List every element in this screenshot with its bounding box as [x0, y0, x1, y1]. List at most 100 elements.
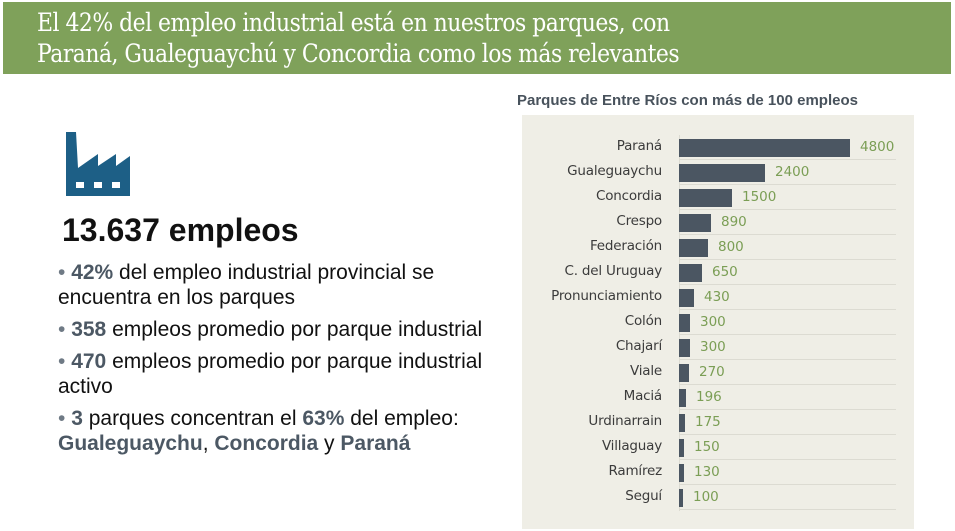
- value-label: 300: [700, 314, 726, 330]
- highlight-text: 63%: [302, 407, 345, 430]
- bullet-dot-icon: •: [58, 407, 72, 430]
- bar: [679, 464, 684, 482]
- highlight-text: Gualeguaychu: [58, 432, 203, 455]
- category-label: Gualeguaychu: [567, 163, 662, 179]
- gridline: [679, 334, 896, 335]
- bullet-text: empleos promedio por parque industrial a…: [58, 350, 483, 398]
- summary-bullet: • 470 empleos promedio por parque indust…: [58, 349, 508, 399]
- chart-row: Pronunciamiento 430: [522, 285, 914, 310]
- gridline: [679, 259, 896, 260]
- value-label: 890: [721, 214, 747, 230]
- bar: [679, 439, 684, 457]
- gridline: [679, 184, 896, 185]
- summary-bullet: • 3 parques concentran el 63% del empleo…: [58, 406, 508, 456]
- bar: [679, 164, 765, 182]
- chart-row: Crespo 890: [522, 210, 914, 235]
- value-label: 175: [695, 414, 721, 430]
- category-label: Concordia: [595, 188, 662, 204]
- category-label: Viale: [629, 363, 662, 379]
- gridline: [679, 234, 896, 235]
- bullet-text: y: [318, 432, 341, 455]
- highlight-text: 470: [71, 350, 107, 373]
- summary-bullets: • 42% del empleo industrial provincial s…: [58, 260, 508, 463]
- bar: [679, 239, 708, 257]
- gridline: [679, 459, 896, 460]
- highlight-text: 42%: [71, 261, 114, 284]
- bar: [679, 414, 685, 432]
- gridline: [679, 484, 896, 485]
- category-label: Federación: [589, 238, 662, 254]
- value-label: 2400: [775, 164, 810, 180]
- value-label: 4800: [860, 139, 895, 155]
- bar-chart: Paraná 4800 Gualeguaychu 2400 Concordia 1500 C…: [522, 115, 914, 529]
- chart-row: C. del Uruguay 650: [522, 260, 914, 285]
- chart-row: Viale 270: [522, 360, 914, 385]
- category-label: Maciá: [623, 388, 663, 404]
- value-label: 650: [712, 264, 738, 280]
- category-label: Urdinarrain: [588, 413, 662, 429]
- value-label: 1500: [742, 189, 777, 205]
- category-label: Paraná: [616, 138, 662, 154]
- value-label: 270: [699, 364, 725, 380]
- title-banner: El 42% del empleo industrial está en nue…: [3, 2, 951, 74]
- value-label: 130: [694, 464, 720, 480]
- highlight-text: Concordia: [214, 432, 319, 455]
- highlight-text: 3: [71, 407, 83, 430]
- bullet-dot-icon: •: [58, 318, 72, 341]
- chart-row: Urdinarrain 175: [522, 410, 914, 435]
- chart-row: Paraná 4800: [522, 135, 914, 160]
- bar: [679, 314, 690, 332]
- chart-row: Colón 300: [522, 310, 914, 335]
- bullet-text: del empleo:: [344, 407, 459, 430]
- category-label: C. del Uruguay: [564, 263, 662, 279]
- bar: [679, 139, 850, 157]
- bar: [679, 389, 686, 407]
- gridline: [679, 409, 896, 410]
- bar: [679, 489, 683, 507]
- category-label: Chajarí: [615, 338, 662, 354]
- factory-icon: [66, 132, 130, 196]
- bar: [679, 339, 690, 357]
- bullet-text: empleos promedio por parque industrial: [106, 318, 483, 341]
- category-label: Pronunciamiento: [551, 288, 662, 304]
- chart-row: Ramírez 130: [522, 460, 914, 485]
- total-employment: 13.637 empleos: [62, 212, 299, 248]
- gridline: [679, 384, 896, 385]
- title-line-1: El 42% del empleo industrial está en nue…: [37, 8, 670, 38]
- highlight-text: Paraná: [340, 432, 411, 455]
- category-label: Ramírez: [608, 463, 662, 479]
- value-label: 430: [704, 289, 730, 305]
- bar: [679, 289, 694, 307]
- value-label: 196: [696, 389, 722, 405]
- gridline: [679, 359, 896, 360]
- gridline: [679, 284, 896, 285]
- value-label: 800: [718, 239, 744, 255]
- summary-bullet: • 358 empleos promedio por parque indust…: [58, 317, 508, 342]
- bullet-text: parques concentran el: [82, 407, 303, 430]
- category-label: Villaguay: [601, 438, 662, 454]
- category-label: Crespo: [616, 213, 662, 229]
- chart-row: Concordia 1500: [522, 185, 914, 210]
- gridline: [679, 159, 896, 160]
- gridline: [679, 509, 896, 510]
- title-line-2: Paraná, Gualeguaychú y Concordia como lo…: [37, 39, 680, 69]
- value-label: 100: [693, 489, 719, 505]
- chart-row: Villaguay 150: [522, 435, 914, 460]
- chart-row: Seguí 100: [522, 485, 914, 510]
- summary-bullet: • 42% del empleo industrial provincial s…: [58, 260, 508, 310]
- gridline: [679, 209, 896, 210]
- bullet-text: del empleo industrial provincial se encu…: [58, 261, 435, 309]
- value-label: 300: [700, 339, 726, 355]
- category-label: Colón: [624, 313, 662, 329]
- chart-row: Gualeguaychu 2400: [522, 160, 914, 185]
- bar: [679, 214, 711, 232]
- bullet-dot-icon: •: [58, 350, 72, 373]
- category-label: Seguí: [625, 488, 662, 504]
- chart-title: Parques de Entre Ríos con más de 100 emp…: [517, 92, 858, 109]
- chart-row: Chajarí 300: [522, 335, 914, 360]
- gridline: [679, 309, 896, 310]
- highlight-text: 358: [71, 318, 107, 341]
- bar: [679, 189, 732, 207]
- chart-row: Federación 800: [522, 235, 914, 260]
- bullet-text: ,: [202, 432, 215, 455]
